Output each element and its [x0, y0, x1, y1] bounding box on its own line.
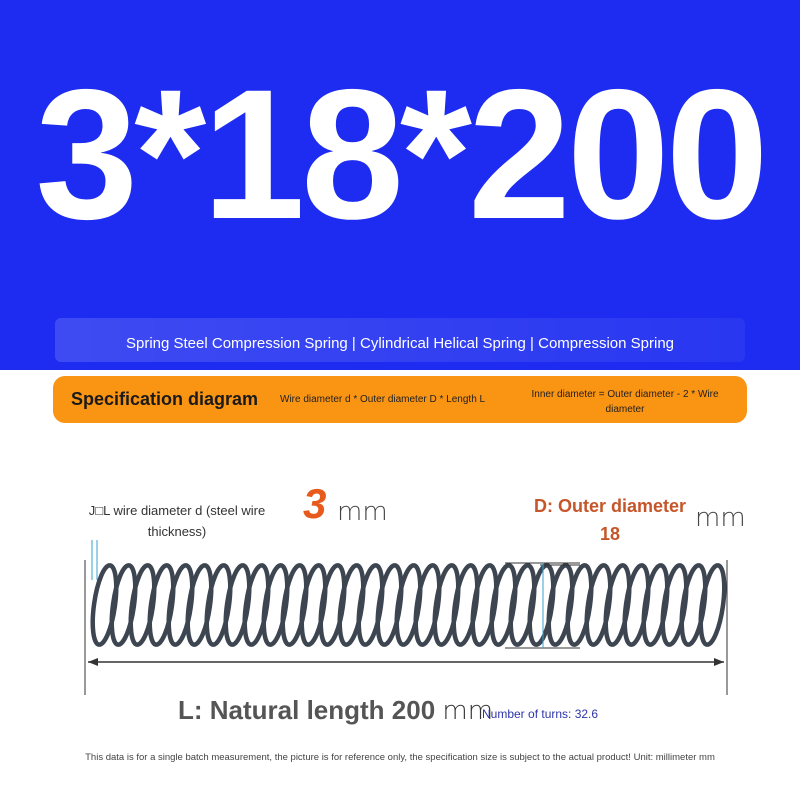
spring-coil [128, 563, 157, 647]
spring-coil [489, 563, 518, 647]
spring-coil [204, 563, 233, 647]
wire-unit: mm [337, 497, 388, 527]
turns-count: Number of turns: 32.6 [482, 707, 599, 721]
outer-value: 18 [599, 524, 621, 544]
spring-coil [299, 563, 328, 647]
length-label: L: Natural length 200 mm [178, 695, 494, 726]
hero-banner: 3*18*200 Spring Steel Compression Spring… [0, 0, 800, 370]
spring-coil [413, 563, 442, 647]
spring-coil [603, 563, 632, 647]
outer-diameter: D: Outer diameter 18 [525, 492, 695, 548]
spring-coil [280, 563, 309, 647]
spring-coil [318, 563, 347, 647]
footnote: This data is for a single batch measurem… [85, 752, 715, 763]
spring-coil [565, 563, 594, 647]
arrow-right-icon [714, 658, 724, 666]
outer-unit: mm [695, 503, 746, 533]
spring-coil [261, 563, 290, 647]
spring-coil [584, 563, 613, 647]
spring-coil [356, 563, 385, 647]
spring-coil [375, 563, 404, 647]
spring-coil [109, 563, 138, 647]
spring-coil [508, 563, 537, 647]
spring-coil [641, 563, 670, 647]
spring-coil [337, 563, 366, 647]
spec-formula: Wire diameter d * Outer diameter D * Len… [280, 394, 486, 405]
spring-coil [622, 563, 651, 647]
spring-coil [660, 563, 689, 647]
spec-bar: Specification diagram Wire diameter d * … [53, 376, 747, 423]
spring-coil [527, 563, 556, 647]
spring-coil [90, 563, 119, 647]
spec-title: Specification diagram [71, 389, 259, 409]
spring-coil [394, 563, 423, 647]
outer-label: D: Outer diameter [533, 496, 687, 516]
spring-coil [451, 563, 480, 647]
spring-coil [242, 563, 271, 647]
wire-diameter-label: J□L wire diameter d (steel wire thicknes… [88, 503, 266, 539]
spring-coil [470, 563, 499, 647]
spring-coils [90, 563, 727, 647]
arrow-left-icon [88, 658, 98, 666]
spring-coil [432, 563, 461, 647]
spring-coil [223, 563, 252, 647]
inner-formula: Inner diameter = Outer diameter - 2 * Wi… [531, 389, 719, 415]
spring-coil [166, 563, 195, 647]
wire-value: 3 [303, 480, 327, 527]
spring-coil [546, 563, 575, 647]
spring-coil [147, 563, 176, 647]
size-title: 3*18*200 [35, 52, 768, 258]
subtitle: Spring Steel Compression Spring | Cylind… [55, 318, 745, 362]
spring-coil [698, 563, 727, 647]
spring-coil [185, 563, 214, 647]
spring-coil [679, 563, 708, 647]
